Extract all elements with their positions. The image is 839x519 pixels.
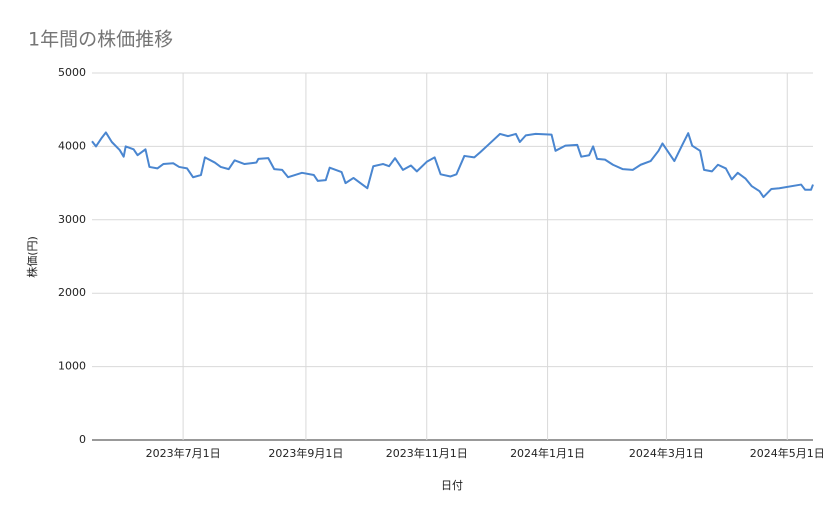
y-tick-label: 4000 xyxy=(58,139,86,152)
y-tick-label: 5000 xyxy=(58,66,86,79)
y-tick-label: 3000 xyxy=(58,213,86,226)
x-tick-label: 2024年1月1日 xyxy=(510,446,585,460)
y-tick-label: 2000 xyxy=(58,286,86,299)
x-tick-label: 2023年9月1日 xyxy=(268,446,343,460)
x-tick-label: 2024年3月1日 xyxy=(629,446,704,460)
y-axis-label: 株価(円) xyxy=(25,236,39,278)
chart-title: 1年間の株価推移 xyxy=(28,29,173,51)
x-tick-label: 2023年7月1日 xyxy=(146,446,221,460)
line-series xyxy=(91,131,814,199)
y-tick-label: 0 xyxy=(79,433,86,446)
x-axis-label: 日付 xyxy=(441,479,463,492)
x-tick-label: 2024年5月1日 xyxy=(750,446,825,460)
y-tick-label: 1000 xyxy=(58,360,86,373)
x-tick-label: 2023年11月1日 xyxy=(386,446,468,460)
